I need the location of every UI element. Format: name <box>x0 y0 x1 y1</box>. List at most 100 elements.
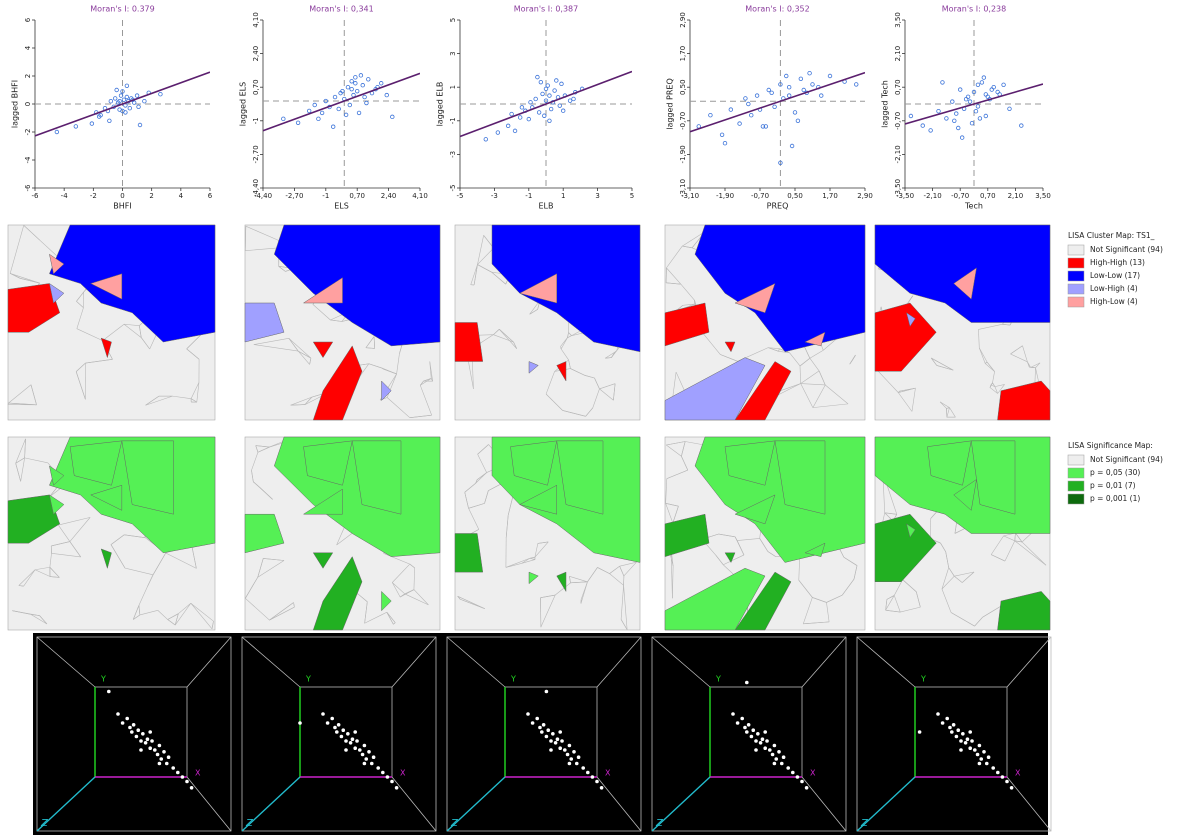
point <box>156 753 160 757</box>
point <box>782 755 786 759</box>
x-tick-label: -4 <box>61 192 69 200</box>
point <box>1020 124 1024 128</box>
point <box>786 766 790 770</box>
point <box>115 88 119 92</box>
point <box>344 748 348 752</box>
point <box>548 94 552 98</box>
point <box>964 741 968 745</box>
point <box>600 786 604 790</box>
point <box>125 95 129 99</box>
point <box>976 753 980 757</box>
point <box>744 97 748 101</box>
x-tick-label: 2,40 <box>381 192 397 200</box>
point <box>139 748 143 752</box>
point <box>743 726 747 730</box>
z-axis-label: Z <box>245 818 254 829</box>
point <box>558 104 562 108</box>
point <box>108 119 112 123</box>
y-tick-label: -1 <box>252 117 260 124</box>
point <box>966 737 970 741</box>
point <box>162 750 166 754</box>
y-tick-label: -1,90 <box>679 145 687 163</box>
point <box>354 81 358 85</box>
legend-label: Not Significant (94) <box>1090 455 1163 464</box>
y-tick-label: -0,70 <box>679 112 687 130</box>
point <box>754 748 758 752</box>
point <box>361 83 365 87</box>
point <box>331 125 335 129</box>
point <box>146 737 150 741</box>
point <box>787 85 791 89</box>
point <box>367 750 371 754</box>
point <box>128 106 132 110</box>
point <box>1010 786 1014 790</box>
point <box>765 739 769 743</box>
x-tick-label: 3 <box>595 192 599 200</box>
y-axis-label: Y <box>920 675 926 684</box>
point <box>141 732 145 736</box>
y-tick-label: -3 <box>449 151 457 158</box>
point <box>773 744 777 748</box>
point <box>793 111 797 115</box>
point <box>326 721 330 725</box>
y-tick-label: 0,50 <box>679 79 687 95</box>
point <box>128 726 132 730</box>
point <box>344 739 348 743</box>
y-tick-label: 3 <box>449 51 457 55</box>
point <box>976 105 980 109</box>
x-tick-label: -1 <box>525 192 532 200</box>
point <box>148 746 152 750</box>
x-tick-label: -0,70 <box>951 192 969 200</box>
legend-swatch <box>1068 284 1084 294</box>
x-tick-label: 1,70 <box>822 192 838 200</box>
point <box>121 721 125 725</box>
y-tick-label: 2,10 <box>894 46 902 62</box>
point <box>964 97 968 101</box>
point <box>107 690 111 694</box>
point <box>531 721 535 725</box>
point <box>577 755 581 759</box>
point <box>773 105 777 109</box>
point <box>158 762 162 766</box>
point <box>116 712 120 716</box>
point <box>945 117 949 121</box>
point <box>941 721 945 725</box>
point <box>808 71 812 75</box>
x-tick-label: -3 <box>491 192 498 200</box>
point <box>756 732 760 736</box>
point <box>956 126 960 130</box>
point <box>534 97 538 101</box>
point <box>535 717 539 721</box>
point <box>350 87 354 91</box>
chart-title: Moran's I: 0.379 <box>90 5 154 14</box>
point <box>181 775 185 779</box>
point <box>549 107 553 111</box>
point <box>359 74 363 78</box>
x-tick-label: -2,70 <box>285 192 303 200</box>
point <box>950 730 954 734</box>
point <box>190 786 194 790</box>
y-tick-label: -6 <box>24 184 32 192</box>
x-tick-label: -6 <box>32 192 40 200</box>
point <box>379 81 383 85</box>
point <box>774 757 778 761</box>
point <box>390 115 394 119</box>
point <box>731 712 735 716</box>
point <box>335 730 339 734</box>
point <box>558 746 562 750</box>
point <box>132 723 136 727</box>
point <box>996 90 1000 94</box>
point <box>542 723 546 727</box>
chart-title: Moran's I: 0,387 <box>514 5 578 14</box>
x-tick-label: -2 <box>90 192 97 200</box>
point <box>344 113 348 117</box>
point <box>763 730 767 734</box>
point <box>55 130 59 134</box>
point <box>320 111 324 115</box>
point <box>518 116 522 120</box>
point <box>556 737 560 741</box>
x-tick-label: 2,10 <box>1008 192 1024 200</box>
point <box>976 83 980 87</box>
point <box>755 94 759 98</box>
point <box>787 94 791 98</box>
